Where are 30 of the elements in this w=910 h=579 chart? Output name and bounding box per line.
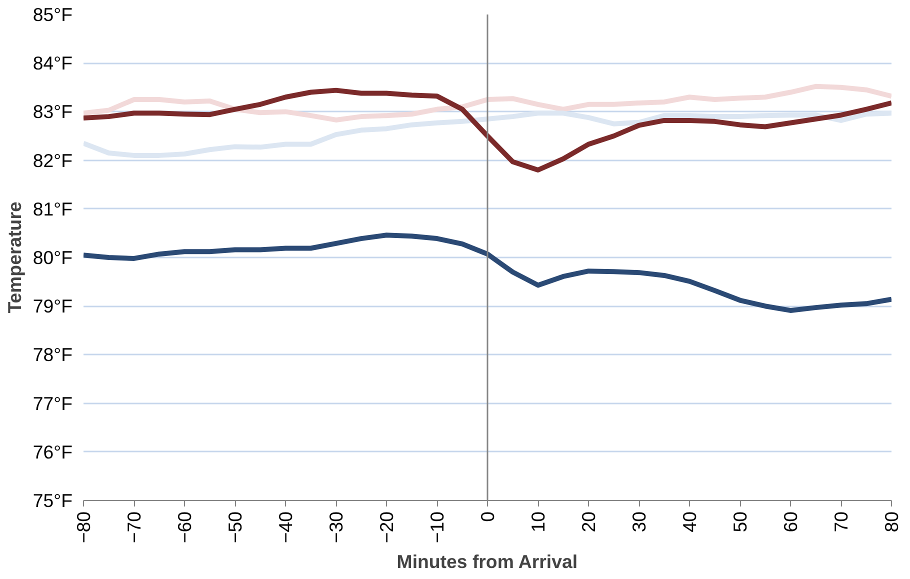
y-tick-label: 84°F [32, 52, 72, 74]
y-tick-label: 85°F [32, 4, 72, 25]
x-tick-label: 60 [780, 511, 801, 532]
x-tick-label: −20 [376, 511, 397, 544]
y-tick-label: 75°F [32, 490, 72, 511]
x-tick-label: 0 [477, 511, 498, 522]
x-tick-label: −10 [426, 511, 448, 544]
y-tick-label: 79°F [32, 296, 72, 317]
x-tick-label: −40 [275, 511, 296, 544]
x-tick-label: −70 [124, 511, 144, 544]
x-tick-label: 10 [528, 511, 548, 532]
x-tick-label: −30 [326, 511, 346, 544]
y-tick-label: 83°F [32, 101, 72, 122]
x-tick-label: 20 [578, 511, 599, 532]
x-tick-label: 30 [628, 511, 650, 532]
x-tick-label: 50 [730, 511, 750, 532]
x-tick-label: 40 [679, 511, 700, 532]
y-tick-label: 80°F [32, 247, 72, 268]
y-tick-label: 81°F [32, 198, 72, 220]
x-tick-label: 80 [881, 511, 902, 532]
y-axis-title: Temperature [4, 202, 25, 314]
y-tick-label: 78°F [32, 344, 72, 366]
y-tick-label: 76°F [32, 441, 72, 462]
x-tick-label: −80 [73, 511, 94, 544]
x-tick-label: −50 [224, 511, 246, 544]
x-tick-label: 70 [830, 511, 852, 532]
y-tick-label: 77°F [32, 392, 72, 414]
x-tick-label: −60 [174, 511, 195, 544]
y-tick-label: 82°F [32, 150, 72, 171]
x-axis-title: Minutes from Arrival [396, 551, 578, 572]
